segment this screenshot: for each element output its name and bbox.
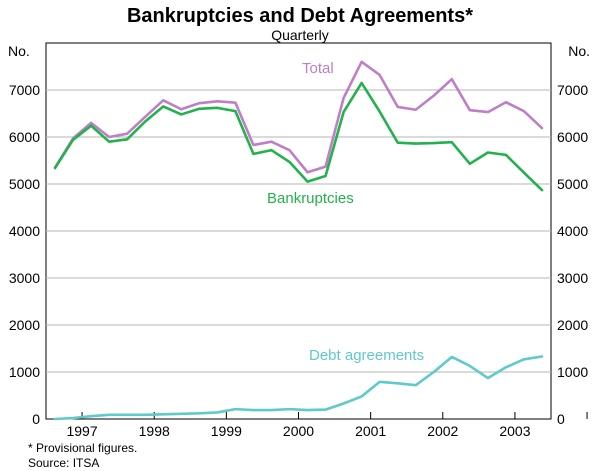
x-tick-label-2003: 2003 (499, 423, 530, 439)
y-tick-right-6000: 6000 (557, 129, 588, 145)
gridlines (46, 89, 551, 373)
y-tick-left-2000: 2000 (9, 317, 40, 333)
x-tick-label-1997: 1997 (66, 423, 97, 439)
series-line-bankruptcies (53, 81, 544, 192)
y-tick-right-3000: 3000 (557, 270, 588, 286)
x-axis-labels: 1997 1998 1999 2000 2001 2002 2003 (66, 423, 530, 439)
chart-title: Bankruptcies and Debt Agreements* (127, 5, 473, 27)
x-tick-label-2001: 2001 (355, 423, 386, 439)
y-axis-left-labels: 0 1000 2000 3000 4000 5000 6000 7000 (9, 82, 40, 427)
y-tick-left-0: 0 (32, 411, 40, 427)
footnote: * Provisional figures. (28, 441, 137, 455)
y-tick-right-4000: 4000 (557, 223, 588, 239)
chart-subtitle: Quarterly (271, 27, 329, 43)
y-tick-right-1000: 1000 (557, 364, 588, 380)
x-tick-label-2000: 2000 (283, 423, 314, 439)
x-tick-label-1998: 1998 (139, 423, 170, 439)
y-tick-right-0: 0 (557, 411, 565, 427)
y-tick-right-7000: 7000 (557, 82, 588, 98)
y-axis-right-labels: 0 1000 2000 3000 4000 5000 6000 7000 (557, 82, 588, 427)
series-label-total: Total (302, 60, 334, 77)
series-line-debt-agreements (53, 355, 544, 421)
y-axis-unit-left: No. (8, 43, 30, 59)
y-tick-left-6000: 6000 (9, 129, 40, 145)
y-tick-right-2000: 2000 (557, 317, 588, 333)
y-tick-left-7000: 7000 (9, 82, 40, 98)
series-line-total (53, 60, 544, 174)
series-label-debt-agreements: Debt agreements (309, 347, 424, 364)
y-tick-right-5000: 5000 (557, 176, 588, 192)
y-tick-left-4000: 4000 (9, 223, 40, 239)
y-tick-left-3000: 3000 (9, 270, 40, 286)
series-label-bankruptcies: Bankruptcies (267, 190, 354, 207)
y-axis-unit-right: No. (568, 43, 590, 59)
y-tick-left-5000: 5000 (9, 176, 40, 192)
x-tick-label-2002: 2002 (427, 423, 458, 439)
x-tick-label-1999: 1999 (211, 423, 242, 439)
source-note: Source: ITSA (28, 456, 99, 470)
series-lines (53, 60, 544, 421)
y-tick-left-1000: 1000 (9, 364, 40, 380)
